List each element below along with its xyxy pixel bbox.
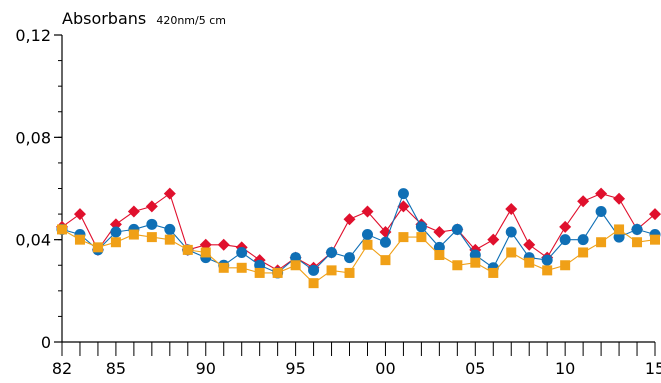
data-point-diamond bbox=[109, 218, 122, 231]
series-line-square bbox=[61, 228, 656, 284]
data-point-circle bbox=[146, 218, 158, 230]
data-point-diamond bbox=[613, 192, 626, 205]
x-tick-label: 00 bbox=[375, 359, 395, 378]
data-point-circle bbox=[415, 221, 427, 233]
series-layer bbox=[56, 187, 661, 289]
data-point-square bbox=[524, 257, 535, 268]
data-point-diamond bbox=[559, 220, 572, 233]
data-point-diamond bbox=[649, 208, 661, 221]
data-point-circle bbox=[379, 236, 391, 248]
data-point-diamond bbox=[397, 200, 410, 213]
data-point-square bbox=[164, 234, 175, 245]
data-point-diamond bbox=[523, 238, 536, 251]
y-tick-label: 0,12 bbox=[15, 26, 51, 45]
data-point-diamond bbox=[433, 225, 446, 238]
data-point-square bbox=[578, 247, 589, 258]
data-point-diamond bbox=[577, 195, 590, 208]
data-point-square bbox=[182, 244, 193, 255]
data-point-square bbox=[380, 255, 391, 266]
data-point-square bbox=[128, 229, 139, 240]
data-point-diamond bbox=[487, 233, 500, 246]
data-point-diamond bbox=[343, 213, 356, 226]
data-point-diamond bbox=[217, 238, 230, 251]
data-point-square bbox=[488, 267, 499, 278]
y-axis-label: Absorbans 420nm/5 cm bbox=[62, 9, 226, 28]
data-point-circle bbox=[110, 226, 122, 238]
data-point-square bbox=[452, 260, 463, 271]
data-point-square bbox=[254, 267, 265, 278]
y-axis-label-main: Absorbans bbox=[62, 9, 146, 28]
data-point-square bbox=[596, 237, 607, 248]
data-point-circle bbox=[326, 246, 338, 258]
data-point-circle bbox=[577, 234, 589, 246]
data-point-square bbox=[470, 257, 481, 268]
x-tick-label: 10 bbox=[555, 359, 575, 378]
series-diamond bbox=[56, 187, 661, 277]
data-point-square bbox=[416, 232, 427, 243]
data-point-circle bbox=[236, 246, 248, 258]
data-point-square bbox=[290, 260, 301, 271]
data-point-diamond bbox=[505, 202, 518, 215]
series-line-diamond bbox=[61, 192, 656, 272]
data-point-square bbox=[344, 267, 355, 278]
data-point-circle bbox=[595, 206, 607, 218]
y-tick-label: 0,08 bbox=[15, 128, 51, 147]
axes: 0 0,04 0,08 0,12 82 85 90 95 00 05 10 15 bbox=[15, 26, 661, 378]
data-point-square bbox=[362, 239, 373, 250]
data-point-circle bbox=[361, 229, 373, 241]
y-tick-label: 0 bbox=[41, 333, 51, 352]
data-point-circle bbox=[164, 223, 176, 235]
y-tick-label: 0,04 bbox=[15, 231, 51, 250]
y-axis-label-unit: 420nm/5 cm bbox=[156, 14, 226, 27]
data-point-square bbox=[326, 265, 337, 276]
data-point-square bbox=[74, 234, 85, 245]
data-point-diamond bbox=[361, 205, 374, 218]
data-point-square bbox=[272, 267, 283, 278]
data-point-square bbox=[308, 278, 319, 289]
data-point-circle bbox=[559, 234, 571, 246]
data-point-square bbox=[560, 260, 571, 271]
data-point-square bbox=[92, 242, 103, 253]
data-point-circle bbox=[308, 264, 320, 276]
x-tick-label: 05 bbox=[465, 359, 485, 378]
x-tick-label: 90 bbox=[196, 359, 216, 378]
data-point-circle bbox=[397, 188, 409, 200]
data-point-circle bbox=[631, 223, 643, 235]
x-tick-label: 82 bbox=[52, 359, 72, 378]
data-point-circle bbox=[505, 226, 517, 238]
series-line-circle bbox=[61, 192, 656, 274]
data-point-diamond bbox=[595, 187, 608, 200]
x-tick-label: 95 bbox=[285, 359, 305, 378]
data-point-circle bbox=[451, 223, 463, 235]
data-point-diamond bbox=[73, 208, 86, 221]
data-point-circle bbox=[541, 254, 553, 266]
data-point-square bbox=[650, 234, 660, 245]
x-tick-label: 85 bbox=[106, 359, 126, 378]
data-point-diamond bbox=[127, 205, 140, 218]
data-point-square bbox=[236, 262, 247, 273]
data-point-square bbox=[506, 247, 517, 258]
x-tick-label: 15 bbox=[645, 359, 661, 378]
data-point-square bbox=[398, 232, 409, 243]
series-square bbox=[57, 224, 660, 289]
data-point-square bbox=[434, 250, 445, 261]
data-point-diamond bbox=[163, 187, 176, 200]
data-point-square bbox=[110, 237, 121, 248]
data-point-circle bbox=[344, 252, 356, 264]
data-point-square bbox=[542, 265, 553, 276]
data-point-square bbox=[200, 247, 211, 258]
data-point-square bbox=[57, 224, 67, 235]
data-point-square bbox=[632, 237, 643, 248]
data-point-square bbox=[218, 262, 229, 273]
data-point-square bbox=[146, 232, 157, 243]
data-point-square bbox=[614, 224, 625, 235]
data-point-diamond bbox=[145, 200, 158, 213]
